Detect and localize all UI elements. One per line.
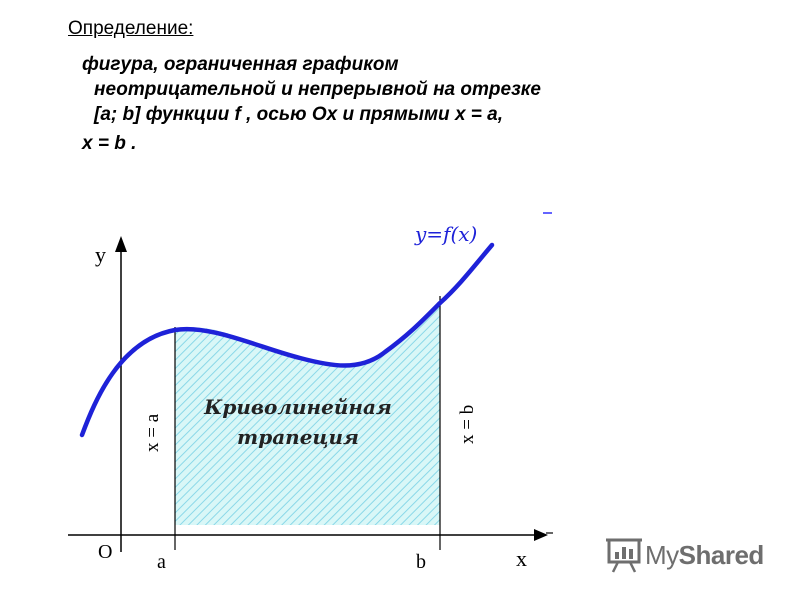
tick-a-label: a [157,551,166,573]
tick-b-label: b [416,551,426,573]
watermark-text-prefix: My [645,539,679,570]
y-axis-label: y [95,242,106,267]
definition-line-2: неотрицательной и непрерывной на отрезке [94,79,541,100]
origin-label: O [98,541,112,563]
x-axis-label: x [516,546,527,571]
watermark-logo: MyShared [645,537,764,573]
line-b-label: x = b [457,405,478,444]
curve-label: y=f(x) [414,222,477,246]
definition-text: фигура, ограниченная графиком неотрицате… [82,52,742,156]
function-curve [79,242,495,438]
projector-screen-icon [606,538,642,573]
region-label-line-2: трапеция [237,425,359,449]
x-axis-arrow-icon [534,529,548,541]
definition-heading: Определение: [68,18,194,39]
definition-line-1: фигура, ограниченная графиком [82,54,399,75]
line-a-label: x = a [142,413,163,452]
definition-line-4: x = b . [82,133,137,154]
watermark-text: MyShared [645,540,764,571]
region-label-line-1: Криволинейная [203,395,392,419]
watermark-text-suffix: Shared [678,539,765,570]
y-axis-arrow-icon [115,236,127,252]
definition-line-3: [a; b] функции f , осью Ox и прямыми x =… [94,104,504,125]
